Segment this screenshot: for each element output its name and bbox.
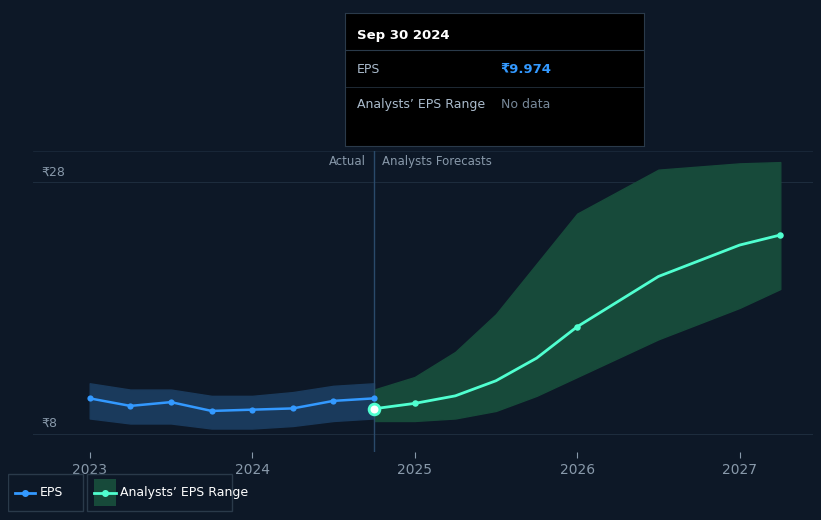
Point	[571, 322, 584, 331]
Text: EPS: EPS	[40, 486, 63, 499]
Bar	[8, 474, 83, 511]
Bar	[87, 474, 232, 511]
Bar	[94, 479, 116, 506]
Point	[287, 404, 300, 412]
Point	[124, 402, 137, 410]
Point	[368, 394, 381, 402]
Point	[773, 231, 787, 239]
Point	[164, 398, 177, 406]
Text: Analysts’ EPS Range: Analysts’ EPS Range	[357, 98, 485, 111]
Text: ₹28: ₹28	[41, 165, 65, 178]
Point	[83, 394, 96, 402]
Text: ₹8: ₹8	[41, 417, 57, 430]
Point	[327, 397, 340, 405]
Text: Actual: Actual	[329, 154, 366, 167]
Point	[245, 406, 259, 414]
Text: ₹9.974: ₹9.974	[501, 63, 552, 76]
Text: No data: No data	[501, 98, 550, 111]
Text: Sep 30 2024: Sep 30 2024	[357, 29, 449, 42]
Point	[99, 489, 112, 497]
Text: Analysts’ EPS Range: Analysts’ EPS Range	[120, 486, 248, 499]
Point	[368, 405, 381, 413]
Point	[18, 489, 31, 497]
Point	[205, 407, 218, 415]
Point	[408, 399, 421, 408]
Text: Analysts Forecasts: Analysts Forecasts	[383, 154, 492, 167]
Text: EPS: EPS	[357, 63, 380, 76]
